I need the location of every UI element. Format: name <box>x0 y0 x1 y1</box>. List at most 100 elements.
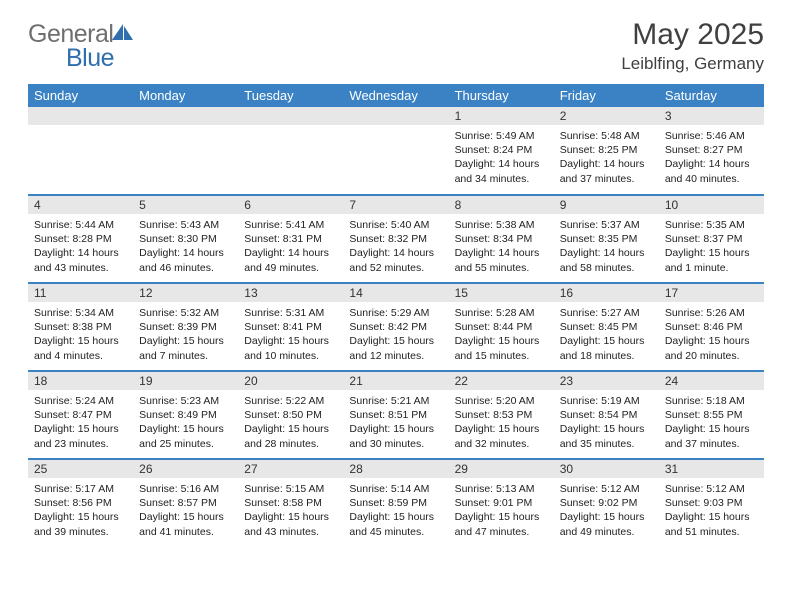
day-details: Sunrise: 5:22 AMSunset: 8:50 PMDaylight:… <box>238 390 343 453</box>
brand-part2-wrap: Blue <box>28 44 114 73</box>
calendar-week: 4Sunrise: 5:44 AMSunset: 8:28 PMDaylight… <box>28 195 764 283</box>
day-details: Sunrise: 5:26 AMSunset: 8:46 PMDaylight:… <box>659 302 764 365</box>
calendar-cell: 29Sunrise: 5:13 AMSunset: 9:01 PMDayligh… <box>449 459 554 547</box>
calendar-cell: 8Sunrise: 5:38 AMSunset: 8:34 PMDaylight… <box>449 195 554 283</box>
day-number: 7 <box>343 196 448 214</box>
day-number <box>28 107 133 125</box>
day-details: Sunrise: 5:32 AMSunset: 8:39 PMDaylight:… <box>133 302 238 365</box>
calendar-cell: 9Sunrise: 5:37 AMSunset: 8:35 PMDaylight… <box>554 195 659 283</box>
day-number <box>238 107 343 125</box>
day-number: 12 <box>133 284 238 302</box>
day-details: Sunrise: 5:43 AMSunset: 8:30 PMDaylight:… <box>133 214 238 277</box>
day-number: 28 <box>343 460 448 478</box>
day-number: 4 <box>28 196 133 214</box>
calendar-cell <box>238 107 343 195</box>
calendar-cell: 2Sunrise: 5:48 AMSunset: 8:25 PMDaylight… <box>554 107 659 195</box>
day-details: Sunrise: 5:35 AMSunset: 8:37 PMDaylight:… <box>659 214 764 277</box>
day-number: 17 <box>659 284 764 302</box>
day-details: Sunrise: 5:28 AMSunset: 8:44 PMDaylight:… <box>449 302 554 365</box>
calendar-table: SundayMondayTuesdayWednesdayThursdayFrid… <box>28 84 764 547</box>
day-number: 30 <box>554 460 659 478</box>
calendar-cell: 15Sunrise: 5:28 AMSunset: 8:44 PMDayligh… <box>449 283 554 371</box>
day-number: 5 <box>133 196 238 214</box>
calendar-cell <box>28 107 133 195</box>
day-number: 3 <box>659 107 764 125</box>
day-number: 26 <box>133 460 238 478</box>
day-number: 19 <box>133 372 238 390</box>
day-details: Sunrise: 5:16 AMSunset: 8:57 PMDaylight:… <box>133 478 238 541</box>
day-number: 1 <box>449 107 554 125</box>
day-details: Sunrise: 5:41 AMSunset: 8:31 PMDaylight:… <box>238 214 343 277</box>
calendar-cell: 23Sunrise: 5:19 AMSunset: 8:54 PMDayligh… <box>554 371 659 459</box>
month-year: May 2025 <box>621 18 764 52</box>
day-number: 6 <box>238 196 343 214</box>
weekday-header: Monday <box>133 84 238 107</box>
day-details: Sunrise: 5:24 AMSunset: 8:47 PMDaylight:… <box>28 390 133 453</box>
calendar-cell: 18Sunrise: 5:24 AMSunset: 8:47 PMDayligh… <box>28 371 133 459</box>
day-number: 2 <box>554 107 659 125</box>
title-block: May 2025 Leiblfing, Germany <box>621 18 764 74</box>
day-details: Sunrise: 5:49 AMSunset: 8:24 PMDaylight:… <box>449 125 554 188</box>
day-number: 13 <box>238 284 343 302</box>
top-bar: General May 2025 Leiblfing, Germany <box>28 18 764 74</box>
day-details: Sunrise: 5:18 AMSunset: 8:55 PMDaylight:… <box>659 390 764 453</box>
location: Leiblfing, Germany <box>621 54 764 74</box>
day-number <box>343 107 448 125</box>
calendar-cell: 20Sunrise: 5:22 AMSunset: 8:50 PMDayligh… <box>238 371 343 459</box>
day-number: 18 <box>28 372 133 390</box>
day-number: 21 <box>343 372 448 390</box>
day-number: 14 <box>343 284 448 302</box>
day-details: Sunrise: 5:38 AMSunset: 8:34 PMDaylight:… <box>449 214 554 277</box>
calendar-cell: 26Sunrise: 5:16 AMSunset: 8:57 PMDayligh… <box>133 459 238 547</box>
weekday-header: Sunday <box>28 84 133 107</box>
day-number: 31 <box>659 460 764 478</box>
day-number: 29 <box>449 460 554 478</box>
calendar-cell: 11Sunrise: 5:34 AMSunset: 8:38 PMDayligh… <box>28 283 133 371</box>
day-number: 27 <box>238 460 343 478</box>
calendar-body: 1Sunrise: 5:49 AMSunset: 8:24 PMDaylight… <box>28 107 764 547</box>
day-number: 8 <box>449 196 554 214</box>
day-details: Sunrise: 5:19 AMSunset: 8:54 PMDaylight:… <box>554 390 659 453</box>
day-details: Sunrise: 5:15 AMSunset: 8:58 PMDaylight:… <box>238 478 343 541</box>
day-details: Sunrise: 5:29 AMSunset: 8:42 PMDaylight:… <box>343 302 448 365</box>
calendar-cell <box>343 107 448 195</box>
day-number: 25 <box>28 460 133 478</box>
calendar-cell: 16Sunrise: 5:27 AMSunset: 8:45 PMDayligh… <box>554 283 659 371</box>
calendar-cell: 31Sunrise: 5:12 AMSunset: 9:03 PMDayligh… <box>659 459 764 547</box>
day-number: 16 <box>554 284 659 302</box>
day-details: Sunrise: 5:46 AMSunset: 8:27 PMDaylight:… <box>659 125 764 188</box>
day-details: Sunrise: 5:23 AMSunset: 8:49 PMDaylight:… <box>133 390 238 453</box>
calendar-cell: 6Sunrise: 5:41 AMSunset: 8:31 PMDaylight… <box>238 195 343 283</box>
calendar-cell: 25Sunrise: 5:17 AMSunset: 8:56 PMDayligh… <box>28 459 133 547</box>
weekday-header: Friday <box>554 84 659 107</box>
day-details: Sunrise: 5:31 AMSunset: 8:41 PMDaylight:… <box>238 302 343 365</box>
day-number: 10 <box>659 196 764 214</box>
day-details: Sunrise: 5:37 AMSunset: 8:35 PMDaylight:… <box>554 214 659 277</box>
day-details: Sunrise: 5:12 AMSunset: 9:02 PMDaylight:… <box>554 478 659 541</box>
day-details: Sunrise: 5:48 AMSunset: 8:25 PMDaylight:… <box>554 125 659 188</box>
day-number: 15 <box>449 284 554 302</box>
day-details: Sunrise: 5:13 AMSunset: 9:01 PMDaylight:… <box>449 478 554 541</box>
calendar-cell: 13Sunrise: 5:31 AMSunset: 8:41 PMDayligh… <box>238 283 343 371</box>
day-details: Sunrise: 5:17 AMSunset: 8:56 PMDaylight:… <box>28 478 133 541</box>
day-details: Sunrise: 5:21 AMSunset: 8:51 PMDaylight:… <box>343 390 448 453</box>
day-details: Sunrise: 5:27 AMSunset: 8:45 PMDaylight:… <box>554 302 659 365</box>
day-number: 24 <box>659 372 764 390</box>
calendar-cell: 28Sunrise: 5:14 AMSunset: 8:59 PMDayligh… <box>343 459 448 547</box>
weekday-row: SundayMondayTuesdayWednesdayThursdayFrid… <box>28 84 764 107</box>
calendar-cell: 14Sunrise: 5:29 AMSunset: 8:42 PMDayligh… <box>343 283 448 371</box>
day-details: Sunrise: 5:44 AMSunset: 8:28 PMDaylight:… <box>28 214 133 277</box>
weekday-header: Tuesday <box>238 84 343 107</box>
calendar-cell: 1Sunrise: 5:49 AMSunset: 8:24 PMDaylight… <box>449 107 554 195</box>
weekday-header: Wednesday <box>343 84 448 107</box>
day-number: 11 <box>28 284 133 302</box>
calendar-head: SundayMondayTuesdayWednesdayThursdayFrid… <box>28 84 764 107</box>
brand-part2: Blue <box>66 44 114 72</box>
calendar-cell: 10Sunrise: 5:35 AMSunset: 8:37 PMDayligh… <box>659 195 764 283</box>
day-details: Sunrise: 5:14 AMSunset: 8:59 PMDaylight:… <box>343 478 448 541</box>
calendar-cell: 17Sunrise: 5:26 AMSunset: 8:46 PMDayligh… <box>659 283 764 371</box>
calendar-cell: 30Sunrise: 5:12 AMSunset: 9:02 PMDayligh… <box>554 459 659 547</box>
day-number: 9 <box>554 196 659 214</box>
calendar-cell: 7Sunrise: 5:40 AMSunset: 8:32 PMDaylight… <box>343 195 448 283</box>
calendar-cell: 12Sunrise: 5:32 AMSunset: 8:39 PMDayligh… <box>133 283 238 371</box>
